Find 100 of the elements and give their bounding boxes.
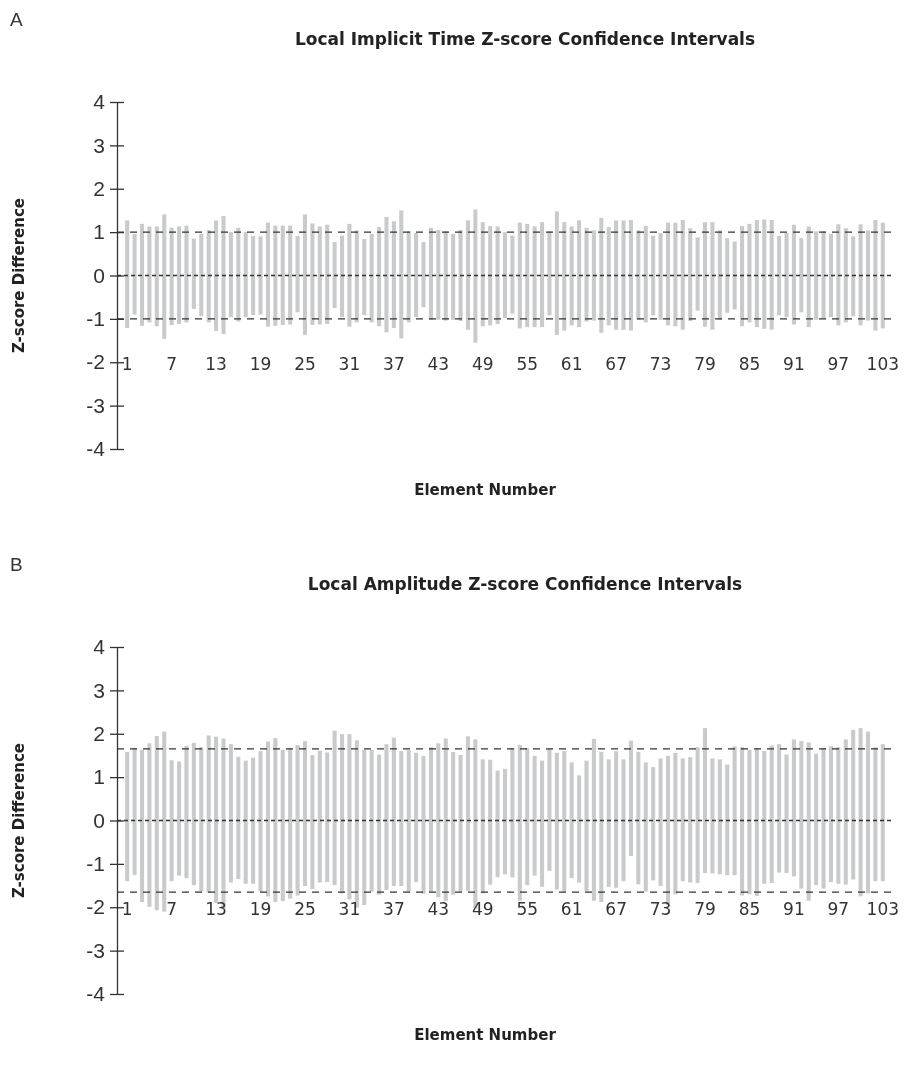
bar — [377, 226, 382, 327]
bar — [236, 227, 241, 322]
bar — [821, 231, 826, 319]
bar — [599, 751, 604, 903]
bar — [295, 236, 300, 313]
x-tick-label: 73 — [649, 353, 672, 374]
bar — [865, 230, 871, 321]
bar — [362, 239, 367, 315]
bar — [177, 761, 182, 876]
bar — [421, 242, 426, 308]
y-tick-label: 2 — [93, 721, 105, 745]
bar — [584, 760, 589, 892]
x-tick-label: 1 — [121, 898, 133, 919]
bar — [658, 232, 663, 320]
bar — [569, 762, 574, 879]
bar — [169, 227, 174, 325]
bar — [525, 748, 530, 886]
bar — [302, 741, 308, 886]
bar — [436, 743, 441, 898]
bar — [414, 232, 419, 318]
bar — [273, 225, 278, 326]
bar — [710, 758, 715, 874]
bar — [873, 747, 878, 882]
bar — [310, 223, 315, 325]
x-tick-label: 55 — [516, 898, 539, 919]
x-tick-label: 37 — [383, 898, 405, 919]
x-tick-label: 7 — [166, 353, 178, 374]
bar — [791, 224, 796, 325]
y-tick-label: 0 — [93, 263, 105, 287]
chart-title: Local Implicit Time Z-score Confidence Intervals — [294, 29, 756, 49]
y-tick-label: 4 — [93, 635, 106, 659]
bar — [680, 758, 685, 882]
bar — [414, 752, 419, 883]
bar — [132, 233, 137, 315]
bar — [265, 741, 270, 897]
bar — [688, 228, 693, 322]
bar — [325, 224, 330, 325]
bar — [710, 222, 715, 330]
bar — [428, 227, 433, 320]
y-tick-label: 3 — [93, 678, 105, 702]
y-tick-label: -4 — [86, 437, 106, 461]
y-axis-title: Z-score Difference — [10, 198, 28, 353]
bar — [762, 219, 767, 329]
bar — [651, 235, 656, 316]
bar — [754, 219, 759, 328]
x-tick-label: 103 — [866, 353, 900, 374]
bar — [206, 229, 211, 323]
bar — [125, 751, 130, 882]
bar — [754, 748, 759, 896]
bar — [865, 731, 871, 894]
bar — [843, 739, 848, 885]
bar — [302, 214, 308, 335]
bar — [606, 759, 611, 887]
bar — [673, 222, 678, 327]
bar — [162, 731, 167, 912]
bar — [577, 775, 582, 883]
bar — [799, 741, 804, 889]
bar — [806, 226, 811, 328]
bar — [747, 749, 752, 895]
x-tick-label: 55 — [516, 353, 539, 374]
bar — [510, 235, 515, 314]
x-tick-label: 103 — [866, 898, 900, 919]
y-tick-label: 1 — [93, 220, 105, 244]
bar — [740, 747, 745, 896]
bar — [540, 222, 545, 328]
x-tick-label: 25 — [294, 353, 316, 374]
bar — [191, 238, 196, 309]
chart-title: Local Amplitude Z-score Confidence Intervals — [307, 574, 743, 594]
x-tick-label: 85 — [738, 353, 761, 374]
bar — [399, 751, 404, 886]
x-tick-label: 61 — [560, 898, 583, 919]
bar — [154, 226, 159, 327]
bar — [702, 728, 708, 873]
bar — [147, 226, 152, 323]
bar — [547, 231, 552, 316]
bar — [428, 747, 433, 892]
bar — [821, 748, 826, 889]
bar — [377, 754, 382, 895]
bar — [139, 223, 145, 326]
bar — [199, 233, 204, 317]
bar — [880, 744, 885, 882]
bar — [251, 236, 256, 315]
x-tick-label: 7 — [166, 898, 178, 919]
bar — [562, 222, 567, 331]
bar — [184, 745, 189, 879]
text: A — [10, 9, 23, 30]
bar — [584, 227, 589, 322]
bar — [806, 742, 811, 901]
bar — [717, 759, 722, 875]
bar — [740, 226, 745, 327]
bar — [591, 738, 596, 901]
y-tick-label: -2 — [86, 350, 105, 374]
x-tick-label: 19 — [249, 353, 272, 374]
bar — [502, 232, 508, 319]
bar — [421, 755, 426, 894]
bar — [828, 233, 833, 318]
bar — [473, 209, 478, 343]
bar — [651, 767, 656, 881]
bar — [732, 241, 737, 310]
bar — [332, 242, 337, 309]
